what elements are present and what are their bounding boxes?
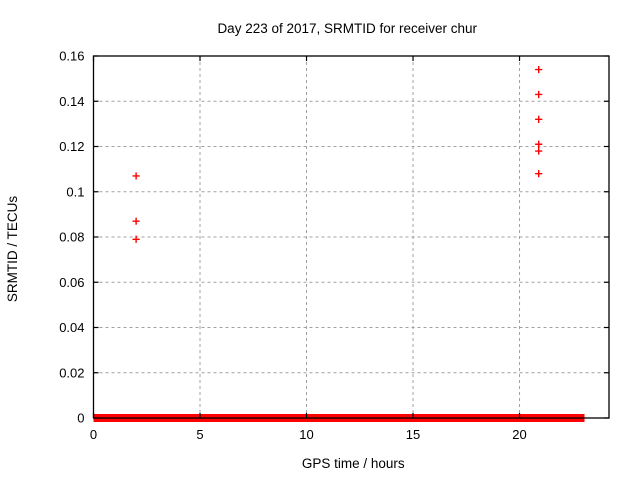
- plus-marker: [132, 217, 140, 225]
- x-tick-label: 20: [512, 427, 526, 442]
- tick-labels: 0 5 10 15 20 0 0.02 0.04 0.06 0.08 0.1 0.12 0.14 0.16: [59, 49, 527, 443]
- x-tick-label: 5: [196, 427, 203, 442]
- plus-marker: [535, 140, 543, 148]
- y-tick-label: 0.06: [59, 275, 84, 290]
- chart-title: Day 223 of 2017, SRMTID for receiver chu…: [217, 21, 477, 36]
- plus-marker: [535, 147, 543, 155]
- y-axis-label: SRMTID / TECUs: [5, 196, 20, 303]
- data-points: [132, 65, 543, 243]
- y-tick-label: 0.04: [59, 320, 84, 335]
- plus-marker: [535, 65, 543, 74]
- y-tick-label: 0.12: [59, 139, 84, 154]
- plus-marker: [132, 172, 140, 180]
- y-tick-label: 0: [77, 411, 84, 426]
- y-tick-label: 0.1: [66, 184, 84, 199]
- axes-and-ticks: [92, 55, 610, 419]
- x-axis-label: GPS time / hours: [302, 456, 405, 471]
- plus-marker: [535, 115, 543, 123]
- x-tick-label: 15: [406, 427, 420, 442]
- plus-marker: [535, 90, 543, 99]
- grid-lines: [93, 55, 609, 418]
- plus-marker: [535, 170, 543, 178]
- plus-marker: [132, 235, 140, 243]
- x-tick-label: 10: [299, 427, 313, 442]
- x-tick-label: 0: [90, 427, 97, 442]
- y-tick-label: 0.16: [59, 49, 84, 64]
- y-tick-label: 0.02: [59, 365, 84, 380]
- y-tick-label: 0.08: [59, 230, 84, 245]
- y-tick-label: 0.14: [59, 94, 84, 109]
